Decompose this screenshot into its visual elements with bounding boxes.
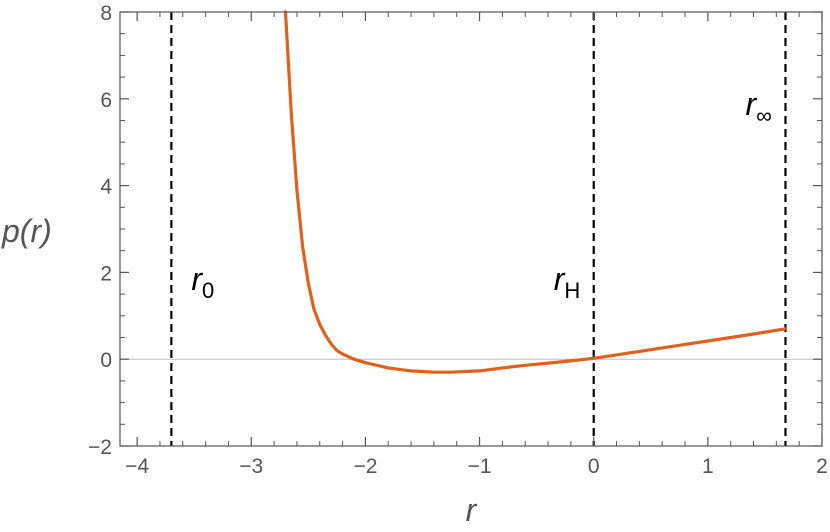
y-tick-label: 2: [100, 262, 112, 285]
x-tick-label: −4: [125, 455, 149, 478]
y-axis-label: p(r): [1, 213, 52, 249]
x-tick-label: 0: [588, 455, 600, 478]
data-series-line: [283, 10, 788, 374]
x-axis-label: r: [466, 492, 478, 528]
y-tick-label: −2: [88, 436, 112, 459]
marker-label-subscript: 0: [202, 278, 214, 303]
x-tick-label: 1: [702, 455, 714, 478]
y-tick-label: 6: [100, 89, 112, 112]
y-tick-label: 8: [100, 2, 112, 25]
marker-label-subscript: ∞: [756, 103, 772, 128]
x-tick-label: −1: [468, 455, 492, 478]
label-layer: r p(r): [1, 213, 478, 528]
curve-layer: [283, 10, 788, 374]
x-tick-label: 2: [816, 455, 828, 478]
x-tick-label: −2: [353, 455, 377, 478]
tick-layer: −4 −3 −2 −1 0 1 2 −2 0 2 4 6 8: [88, 2, 828, 478]
y-tick-label: 4: [100, 176, 112, 199]
marker-label-subscript: H: [564, 278, 580, 303]
x-tick-label: −3: [239, 455, 263, 478]
y-tick-label: 0: [100, 349, 112, 372]
